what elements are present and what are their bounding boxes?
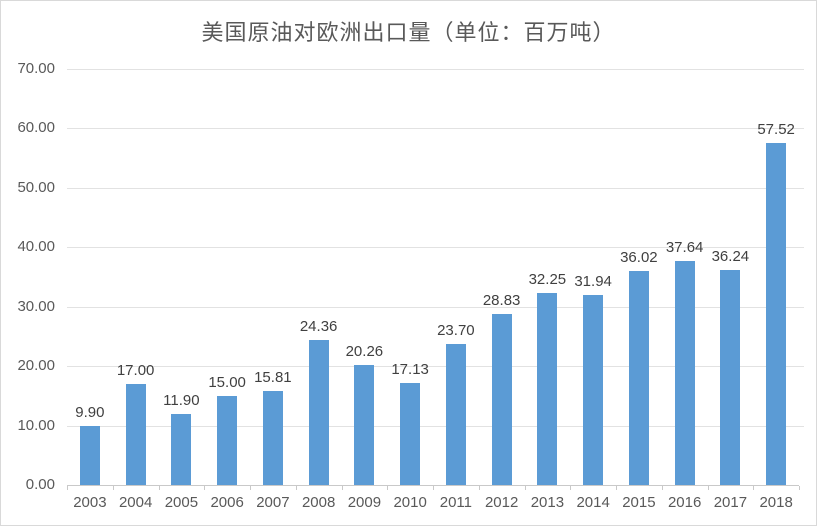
y-axis-tick-label: 50.00 [17, 178, 55, 196]
bar-data-label: 57.52 [757, 121, 795, 139]
x-axis-tick-label: 2006 [210, 494, 244, 511]
x-axis-tick-mark [524, 486, 526, 490]
y-axis-tick-label: 70.00 [17, 60, 55, 77]
bar-data-label: 28.83 [482, 291, 521, 309]
bar-data-label: 23.70 [437, 322, 475, 340]
bar-data-label: 32.25 [528, 271, 567, 289]
x-axis-tick-label: 2009 [347, 494, 382, 511]
bar-data-label: 31.94 [574, 273, 612, 291]
bar [79, 426, 100, 485]
x-axis-tick-label: 2003 [73, 494, 107, 511]
bar-data-label: 36.02 [620, 248, 658, 266]
x-axis-tick-mark [67, 486, 68, 490]
x-axis-tick-mark [387, 486, 389, 490]
bar [262, 391, 283, 485]
x-axis-tick-label: 2008 [301, 494, 336, 511]
x-axis-tick-mark [707, 486, 709, 490]
x-axis-tick-mark [799, 486, 800, 490]
x-axis-tick-mark [570, 486, 572, 490]
bar [217, 395, 238, 485]
bar [583, 295, 604, 485]
x-axis-tick-mark [616, 486, 617, 490]
x-axis-tick-label: 2018 [759, 494, 793, 511]
x-axis-tick-mark [112, 486, 114, 490]
gridline [67, 69, 804, 70]
bar-data-label: 11.90 [163, 392, 200, 410]
bar [720, 269, 741, 485]
bar [445, 344, 466, 485]
x-axis-tick-label: 2013 [530, 494, 565, 511]
bar-data-label: 24.36 [299, 318, 338, 336]
bar [400, 383, 421, 485]
x-axis-tick-mark [753, 486, 755, 490]
gridline [67, 306, 804, 308]
bar-data-label: 15.00 [208, 373, 246, 391]
bar [125, 383, 146, 485]
y-axis-tick-label: 60.00 [17, 119, 55, 137]
x-axis-tick-mark [250, 486, 251, 490]
x-axis-tick-label: 2016 [667, 494, 702, 511]
bar-data-label: 17.13 [391, 361, 429, 379]
x-axis-tick-label: 2011 [439, 494, 472, 511]
bar-data-label: 20.26 [345, 342, 384, 360]
x-axis-tick-mark [204, 486, 206, 490]
gridline [67, 425, 804, 427]
x-axis-tick-mark [433, 486, 434, 490]
x-axis-tick-mark [661, 486, 663, 490]
bar [537, 293, 558, 485]
bar-data-label: 17.00 [116, 361, 155, 379]
chart-title: 美国原油对欧洲出口量（单位：百万吨） [201, 21, 616, 46]
x-axis-tick-mark [341, 486, 343, 490]
gridline [67, 247, 804, 249]
x-axis-tick-mark [478, 486, 480, 490]
x-axis-tick-label: 2014 [576, 494, 610, 511]
bar-data-label: 36.24 [711, 247, 750, 265]
x-axis-tick-label: 2010 [393, 494, 427, 511]
y-axis-tick-label: 10.00 [17, 416, 55, 434]
bar-data-label: 15.81 [254, 369, 292, 387]
bar [491, 313, 512, 485]
x-axis-tick-label: 2004 [118, 494, 153, 511]
y-axis-tick-label: 40.00 [17, 238, 55, 256]
y-axis-tick-label: 30.00 [17, 297, 55, 315]
x-axis-tick-label: 2005 [164, 494, 199, 511]
bar [628, 270, 649, 485]
gridline [67, 187, 804, 189]
x-axis-tick-label: 2012 [484, 494, 519, 511]
bar-data-label: 37.64 [665, 239, 704, 257]
x-axis-tick-mark [295, 486, 297, 490]
bar [171, 414, 192, 485]
x-axis-tick-label: 2017 [713, 494, 748, 511]
x-axis-tick-mark [158, 486, 160, 490]
gridline [67, 366, 804, 368]
y-axis-tick-label: 20.00 [17, 357, 55, 375]
x-axis-tick-label: 2007 [256, 494, 290, 511]
bar [354, 364, 375, 485]
bar [766, 143, 787, 485]
x-axis-tick-label: 2015 [622, 494, 656, 511]
x-axis-line [67, 485, 799, 486]
bar [308, 340, 329, 485]
gridline [67, 128, 804, 130]
y-axis-tick-label: 0.00 [25, 476, 55, 493]
bar-data-label: 9.90 [75, 404, 105, 422]
bar [674, 261, 695, 485]
